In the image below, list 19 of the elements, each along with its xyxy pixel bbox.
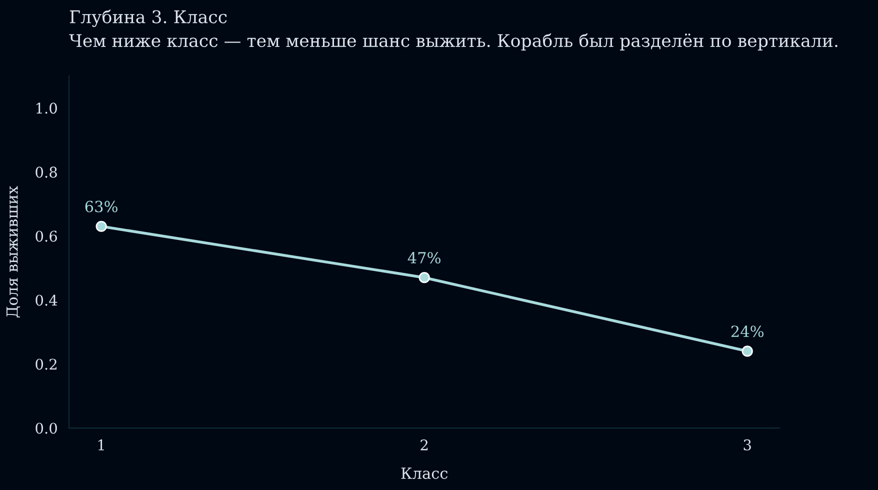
y-tick-label: 0.6 bbox=[36, 230, 57, 242]
y-axis-title: Доля выживших bbox=[6, 186, 20, 318]
point bbox=[742, 346, 753, 357]
x-tick-label: 3 bbox=[744, 439, 751, 450]
y-tick-label: 0.2 bbox=[36, 358, 56, 370]
chart-subtitle: Чем ниже класс — тем меньше шанс выжить. Корабль был разделён по вертикали. bbox=[69, 33, 838, 50]
x-tick-label: 2 bbox=[420, 439, 428, 450]
y-tick-label: 0.0 bbox=[36, 422, 57, 434]
x-tick-label: 1 bbox=[98, 439, 104, 450]
point bbox=[418, 272, 430, 284]
data-label: 47% bbox=[408, 252, 440, 264]
y-tick-label: 0.4 bbox=[36, 294, 58, 306]
x-axis-title: Класс bbox=[401, 468, 448, 479]
chart-title: Глубина 3. Класс bbox=[70, 10, 227, 27]
y-tick-label: 0.8 bbox=[36, 166, 57, 178]
point bbox=[96, 220, 107, 232]
data-label: 63% bbox=[85, 200, 118, 212]
y-tick-label: 1.0 bbox=[36, 102, 57, 114]
data-label: 24% bbox=[731, 326, 764, 338]
